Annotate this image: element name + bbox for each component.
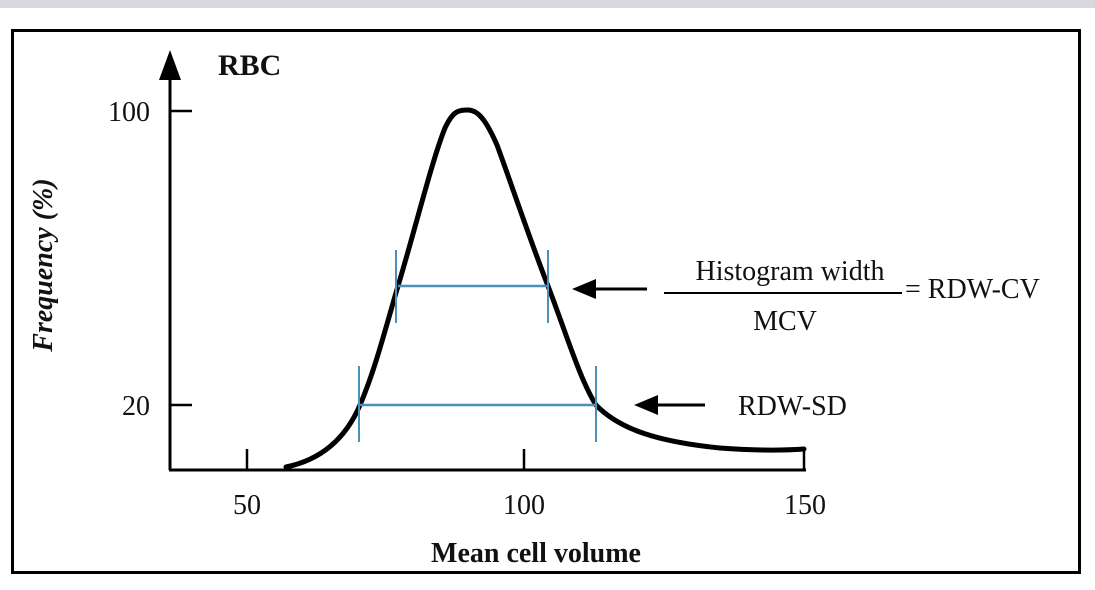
top-bar: [0, 0, 1095, 8]
rdw-sd-arrowhead: [634, 395, 658, 415]
y-tick-label-20: 20: [122, 391, 150, 422]
formula-result: = RDW-CV: [905, 274, 1040, 305]
y-tick-label-100: 100: [108, 97, 150, 128]
formula-denominator: MCV: [753, 306, 817, 337]
x-axis-label: Mean cell volume: [431, 538, 641, 569]
formula-numerator: Histogram width: [696, 256, 885, 287]
diagram-title: RBC: [218, 49, 281, 82]
rdw-cv-arrowhead: [572, 279, 596, 299]
y-axis-label: Frequency (%): [28, 178, 59, 352]
y-axis-arrowhead: [159, 50, 181, 80]
x-tick-label-150: 150: [784, 490, 826, 521]
diagram-frame: [11, 29, 1081, 574]
rdw-sd-label: RDW-SD: [738, 391, 847, 422]
x-tick-label-100: 100: [503, 490, 545, 521]
x-tick-label-50: 50: [233, 490, 261, 521]
distribution-curve: [283, 107, 807, 470]
